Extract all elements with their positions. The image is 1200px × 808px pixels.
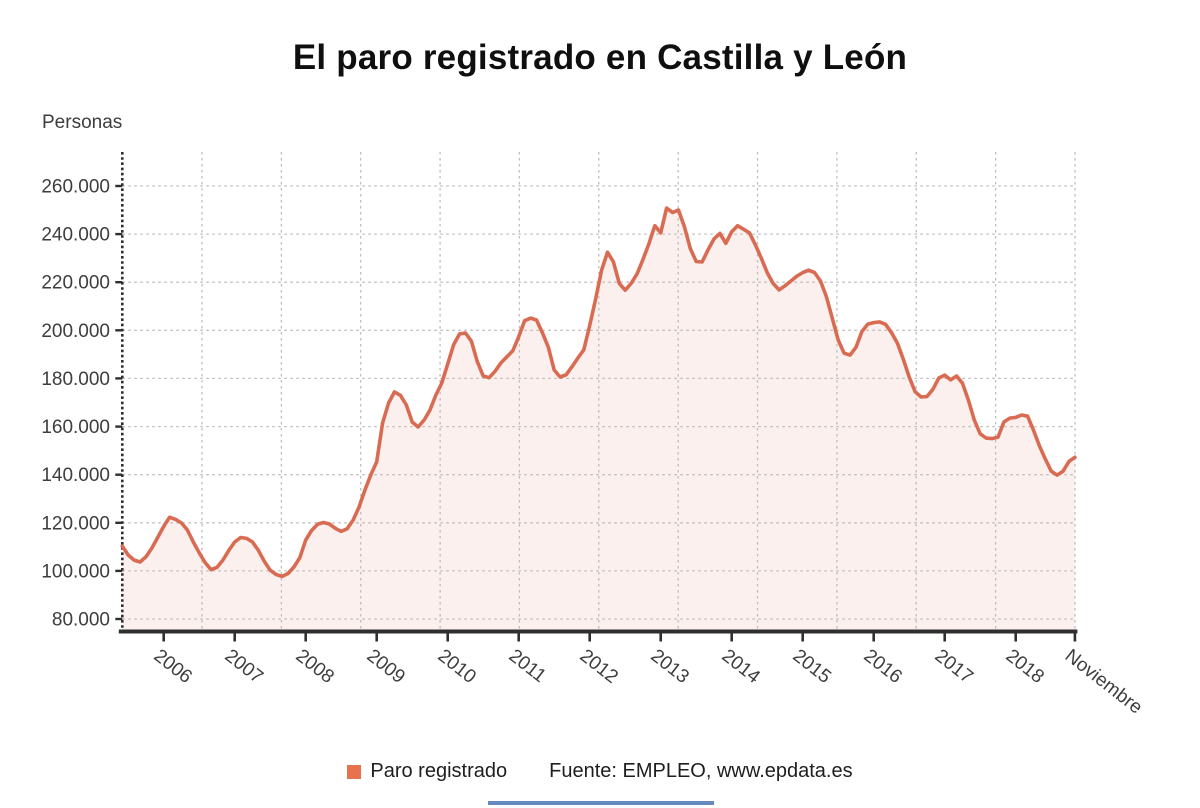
svg-text:180.000: 180.000 bbox=[41, 369, 110, 390]
legend-swatch-icon bbox=[347, 764, 362, 779]
chart-footer: Paro registrado Fuente: EMPLEO, www.epda… bbox=[0, 760, 1200, 783]
svg-text:2015: 2015 bbox=[789, 645, 835, 688]
bottom-accent-bar bbox=[488, 801, 714, 805]
legend-label: Paro registrado bbox=[370, 760, 508, 782]
y-axis bbox=[115, 152, 124, 632]
svg-text:100.000: 100.000 bbox=[41, 561, 110, 582]
y-axis-title: Personas bbox=[42, 112, 123, 133]
svg-text:240.000: 240.000 bbox=[41, 225, 110, 246]
svg-text:140.000: 140.000 bbox=[41, 465, 110, 486]
series-line bbox=[120, 206, 1077, 579]
page-title: El paro registrado en Castilla y León bbox=[292, 38, 908, 77]
source-text: Fuente: EMPLEO, www.epdata.es bbox=[549, 760, 853, 782]
svg-text:160.000: 160.000 bbox=[41, 417, 110, 438]
svg-text:2017: 2017 bbox=[931, 645, 977, 688]
svg-text:2009: 2009 bbox=[363, 645, 409, 688]
svg-text:2018: 2018 bbox=[1002, 645, 1048, 688]
gridlines bbox=[122, 152, 1076, 632]
y-tick-labels: 260.000 240.000 220.000 200.000 180.000 160.0… bbox=[41, 177, 110, 631]
svg-text:2010: 2010 bbox=[434, 645, 480, 688]
svg-text:200.000: 200.000 bbox=[41, 321, 110, 342]
svg-text:2013: 2013 bbox=[647, 645, 693, 688]
svg-text:2012: 2012 bbox=[576, 645, 622, 688]
svg-text:220.000: 220.000 bbox=[41, 273, 110, 294]
svg-text:80.000: 80.000 bbox=[52, 610, 110, 631]
svg-text:2007: 2007 bbox=[221, 645, 267, 688]
svg-text:2014: 2014 bbox=[718, 645, 765, 688]
svg-text:120.000: 120.000 bbox=[41, 513, 110, 534]
svg-text:2011: 2011 bbox=[505, 645, 550, 687]
svg-text:260.000: 260.000 bbox=[41, 177, 110, 198]
x-axis bbox=[118, 629, 1078, 642]
svg-text:2008: 2008 bbox=[292, 645, 338, 688]
svg-text:2006: 2006 bbox=[150, 645, 196, 688]
svg-text:Noviembre: Noviembre bbox=[1061, 645, 1146, 718]
svg-text:2016: 2016 bbox=[860, 645, 906, 688]
legend-item: Paro registrado bbox=[347, 760, 507, 783]
x-tick-labels: 2006 2007 2008 2009 2010 2011 2012 2013 2014 2015… bbox=[150, 645, 1147, 718]
